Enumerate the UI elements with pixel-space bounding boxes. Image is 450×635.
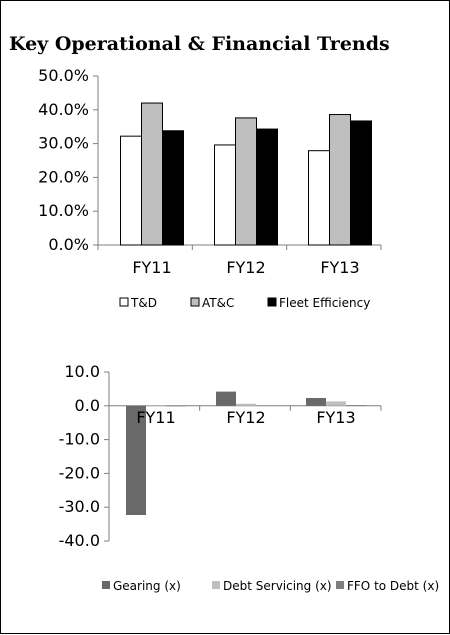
legend-label: T&D [130,296,157,310]
x-category-label: FY11 [136,408,175,427]
legend-label: Fleet Efficiency [279,296,370,310]
legend-label: AT&C [202,296,234,310]
legend-swatch [190,297,200,307]
bar [256,128,278,246]
bar [120,135,142,246]
legend-swatch [212,581,220,589]
bar [162,130,184,246]
bar [306,398,326,406]
x-category-label: FY11 [132,258,171,277]
legend-swatch [336,581,344,589]
legend-swatch [119,297,129,307]
x-category-label: FY12 [226,408,265,427]
bar [236,403,256,406]
legend-label: Gearing (x) [113,579,181,593]
legend-swatch [267,297,277,307]
bar [329,114,351,246]
y-tick-label: 50.0% [38,66,89,85]
y-tick-label: 20.0% [38,167,89,186]
y-tick-label: 0.0 [75,396,100,415]
page-title: Key Operational & Financial Trends [9,33,390,55]
bar [146,405,166,406]
y-tick-label: 0.0% [48,235,89,254]
bar [166,405,186,407]
legend-label: Debt Servicing (x) [223,579,332,593]
y-tick-label: 10.0 [64,362,100,381]
bar [214,144,236,246]
y-tick-label: 10.0% [38,201,89,220]
bar [350,120,372,246]
y-tick-label: -10.0 [59,430,100,449]
bar [141,102,163,246]
y-tick-label: 30.0% [38,134,89,153]
bar [216,391,236,406]
legend-swatch [102,581,110,589]
x-category-label: FY12 [226,258,265,277]
y-tick-label: 40.0% [38,100,89,119]
bar [235,117,257,246]
bar [346,405,366,406]
bar [126,405,146,515]
bar [256,405,276,406]
bar [308,150,330,246]
x-category-label: FY13 [316,408,355,427]
y-tick-label: -30.0 [59,497,100,516]
y-tick-label: -20.0 [59,463,100,482]
bar [326,401,346,406]
y-tick-label: -40.0 [59,531,100,550]
x-category-label: FY13 [320,258,359,277]
legend-label: FFO to Debt (x) [347,579,439,593]
